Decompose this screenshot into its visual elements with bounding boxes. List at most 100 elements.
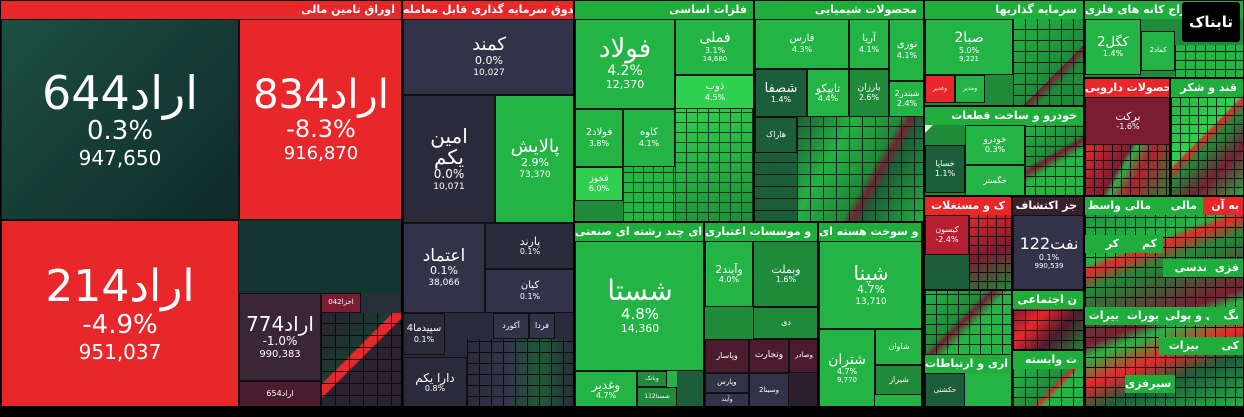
- sector-header-investment[interactable]: سرمایه گذاریها: [925, 1, 1083, 19]
- tile-dara-yekom[interactable]: دارا یکم 0.8%: [403, 357, 467, 406]
- tile-vaiand[interactable]: وآیند: [705, 393, 749, 406]
- sector-header-right-4[interactable]: کر: [1085, 235, 1125, 253]
- tile-arad644[interactable]: اراد644 0.3% 947,650: [1, 19, 239, 220]
- tile-kave[interactable]: کاوه 4.1%: [623, 109, 675, 167]
- sector-header-multi-industry[interactable]: ای چند رشته ای صنعتی: [575, 223, 703, 241]
- tile-arad654[interactable]: اراد654: [239, 381, 321, 406]
- sector-basic-metals[interactable]: فلزات اساسی فولاد 4.2% 12,370 فملی 3.1% …: [574, 0, 754, 222]
- tile-kamand[interactable]: کمند 0.0% 10,027: [403, 19, 573, 95]
- sector-header-basic-metals[interactable]: فلزات اساسی: [575, 1, 753, 19]
- tile-vamadir[interactable]: ومدیر: [955, 75, 985, 103]
- tile-khasapa[interactable]: خساپا 1.1%: [925, 145, 965, 193]
- tile-sepidma[interactable]: سپیدما4 0.1%: [403, 313, 445, 355]
- sector-header-right-3[interactable]: به آن: [1203, 197, 1243, 215]
- tile-tapiko[interactable]: تاپیکو 4.4%: [807, 69, 849, 117]
- tile-arad834[interactable]: اراد834 -8.3% 916,870: [239, 19, 401, 220]
- tile-zob[interactable]: ذوب 4.5%: [675, 75, 753, 109]
- sector-header-right-2[interactable]: مالی: [1157, 197, 1203, 215]
- tile-aria[interactable]: آریا 4.1%: [849, 19, 889, 69]
- tile-vasadr[interactable]: وصادر: [789, 339, 817, 373]
- sector-header-auto[interactable]: خودرو و ساخت قطعات: [925, 107, 1083, 125]
- tile-shabandar[interactable]: شبندر2 2.4%: [889, 81, 923, 117]
- sector-bonds[interactable]: اوراق تامین مالی اراد644 0.3% 947,650 ار…: [0, 0, 402, 407]
- tile-khegostar[interactable]: خگستر: [965, 165, 1025, 195]
- tile-arad774[interactable]: اراد774 -1.0% 990,383: [239, 293, 321, 381]
- sector-real-estate[interactable]: ک و مستغلات کیسون -2.4%: [924, 196, 1012, 290]
- sector-header-credit[interactable]: و موسسات اعتباری: [705, 223, 817, 241]
- tile-vapasar[interactable]: وپاسار: [705, 339, 749, 373]
- tile-shatran[interactable]: شتران 4.7% 9,770: [819, 329, 875, 406]
- sector-header-fuel[interactable]: و سوخت هسته ای: [819, 223, 921, 241]
- tile-foolad[interactable]: فولاد 4.2% 12,370: [575, 19, 675, 109]
- sector-right-column[interactable]: مالی واسط مالی به آن کر کم ندسی فزی بیرا…: [1084, 196, 1244, 407]
- tile-dey[interactable]: دی: [753, 307, 817, 339]
- sector-pharma[interactable]: محصولات دارویی برکت -1.6%: [1084, 78, 1170, 196]
- sector-header-right-6[interactable]: ندسی: [1163, 259, 1213, 277]
- sector-fuel[interactable]: و سوخت هسته ای شپنا 4.7% 13,710 شتران 4.…: [818, 222, 922, 407]
- tile-shasta112[interactable]: شستا112: [637, 387, 677, 406]
- tile-akord[interactable]: آکورد: [493, 313, 529, 339]
- tile-vatejarat[interactable]: وتجارت: [749, 339, 789, 373]
- tile-vaparsian[interactable]: وپارس: [705, 373, 749, 393]
- tile-hekhshti[interactable]: حکشتی: [925, 373, 965, 406]
- sector-chemicals[interactable]: محصولات شیمیایی فارس 4.3% آریا 4.1% نوری…: [754, 0, 924, 222]
- sector-header-right-5[interactable]: کم: [1125, 235, 1163, 253]
- sector-social[interactable]: ن اجتماعی: [1012, 290, 1084, 350]
- tile-vasina2[interactable]: وسینا2: [749, 373, 789, 406]
- sector-header-right-14[interactable]: کی: [1205, 337, 1243, 355]
- sector-header-bonds[interactable]: اوراق تامین مالی: [1, 1, 401, 19]
- tile-foolad2[interactable]: فولاد2 3.8%: [575, 109, 623, 167]
- tile-vabmellat[interactable]: وبملت 1.6%: [753, 241, 817, 307]
- tile-fakhuz[interactable]: فخوز 6.0%: [575, 167, 623, 201]
- tile-vaghadir-small[interactable]: وغدیر: [925, 75, 955, 103]
- tile-shiraz[interactable]: شیراز: [875, 365, 921, 395]
- sector-services[interactable]: ت وابسته: [1012, 350, 1084, 407]
- sector-header-right-11[interactable]: نگ: [1209, 307, 1243, 325]
- sector-oil-extraction[interactable]: جز اکتشاف نفت122 0.1% 990,539: [1012, 196, 1084, 290]
- sector-header-services[interactable]: ت وابسته: [1013, 351, 1083, 369]
- sector-header-right-9[interactable]: بورات: [1125, 307, 1165, 325]
- tile-etemad[interactable]: اعتماد 0.1% 38,066: [403, 223, 485, 313]
- tile-parand[interactable]: پارند 0.1%: [485, 223, 573, 269]
- sector-header-chemicals[interactable]: محصولات شیمیایی: [755, 1, 923, 19]
- sector-telecom[interactable]: اری و ارتباطات حکشتی: [924, 290, 1012, 407]
- sector-header-real-estate[interactable]: ک و مستغلات: [925, 197, 1011, 215]
- tile-barakat[interactable]: برکت -1.6%: [1085, 97, 1169, 145]
- sector-header-right-8[interactable]: بیرات: [1085, 307, 1125, 325]
- tile-naft122[interactable]: نفت122 0.1% 990,539: [1013, 215, 1083, 289]
- tile-baran[interactable]: بارزان 2.6%: [849, 69, 889, 117]
- sector-multi-industry[interactable]: ای چند رشته ای صنعتی شستا 4.8% 14,360 وغ…: [574, 222, 704, 407]
- sector-credit[interactable]: و موسسات اعتباری وآیند2 4.0% وبملت 1.6% …: [704, 222, 818, 407]
- sector-funds[interactable]: صندوق سرمایه گذاری قابل معامله کمند 0.0%…: [402, 0, 574, 407]
- sector-auto[interactable]: خودرو و ساخت قطعات خودرو 0.3% خساپا 1.1%…: [924, 106, 1084, 196]
- tile-khodro[interactable]: خودرو 0.3%: [965, 125, 1025, 165]
- tile-vatin2[interactable]: وآیند2 4.0%: [705, 241, 753, 307]
- tile-amin-yekom[interactable]: امین یکم 0.0% 10,071: [403, 95, 495, 223]
- tile-kagol2[interactable]: کگل2 1.4%: [1085, 19, 1141, 75]
- tile-arad214[interactable]: اراد214 -4.9% 951,037: [1, 220, 239, 406]
- sector-header-right-13[interactable]: سیرفزی: [1125, 375, 1175, 393]
- tile-harak[interactable]: هاراک: [755, 117, 797, 153]
- sector-header-funds[interactable]: صندوق سرمایه گذاری قابل معامله: [403, 1, 573, 19]
- tile-fameli[interactable]: فملی 3.1% 14,680: [675, 19, 753, 75]
- tile-shapna[interactable]: شپنا 4.7% 13,710: [819, 241, 921, 329]
- tile-shavan[interactable]: شاوان: [875, 329, 921, 365]
- sector-investment[interactable]: سرمایه گذاریها صبا2 5.0% 9,221 وغدیر ومد…: [924, 0, 1084, 106]
- tile-shasfa[interactable]: شصفا 1.4%: [755, 69, 807, 117]
- sector-header-right-1[interactable]: مالی واسط: [1085, 197, 1157, 215]
- sector-sugar[interactable]: قند و شکر: [1170, 78, 1244, 196]
- sector-header-right-12[interactable]: بیزات: [1159, 337, 1205, 355]
- tile-farda[interactable]: فردا: [529, 313, 555, 339]
- tile-vabank[interactable]: وبانک: [637, 371, 667, 387]
- tile-vaghadir[interactable]: وغدیر 4.7%: [575, 371, 637, 406]
- tile-noori[interactable]: نوری 4.1%: [889, 19, 923, 81]
- tile-akhza[interactable]: اخزا042: [321, 293, 361, 313]
- sector-header-right-10[interactable]: ي و پولی: [1165, 307, 1209, 325]
- sector-header-oil-extraction[interactable]: جز اکتشاف: [1013, 197, 1083, 215]
- sector-header-social[interactable]: ن اجتماعی: [1013, 291, 1083, 309]
- tile-shasta[interactable]: شستا 4.8% 14,360: [575, 241, 703, 371]
- tile-fars[interactable]: فارس 4.3%: [755, 19, 849, 69]
- sector-header-right-7[interactable]: فزی: [1213, 259, 1243, 277]
- tile-palayesh[interactable]: پالایش 2.9% 73,370: [495, 95, 573, 223]
- sector-header-pharma[interactable]: محصولات دارویی: [1085, 79, 1169, 97]
